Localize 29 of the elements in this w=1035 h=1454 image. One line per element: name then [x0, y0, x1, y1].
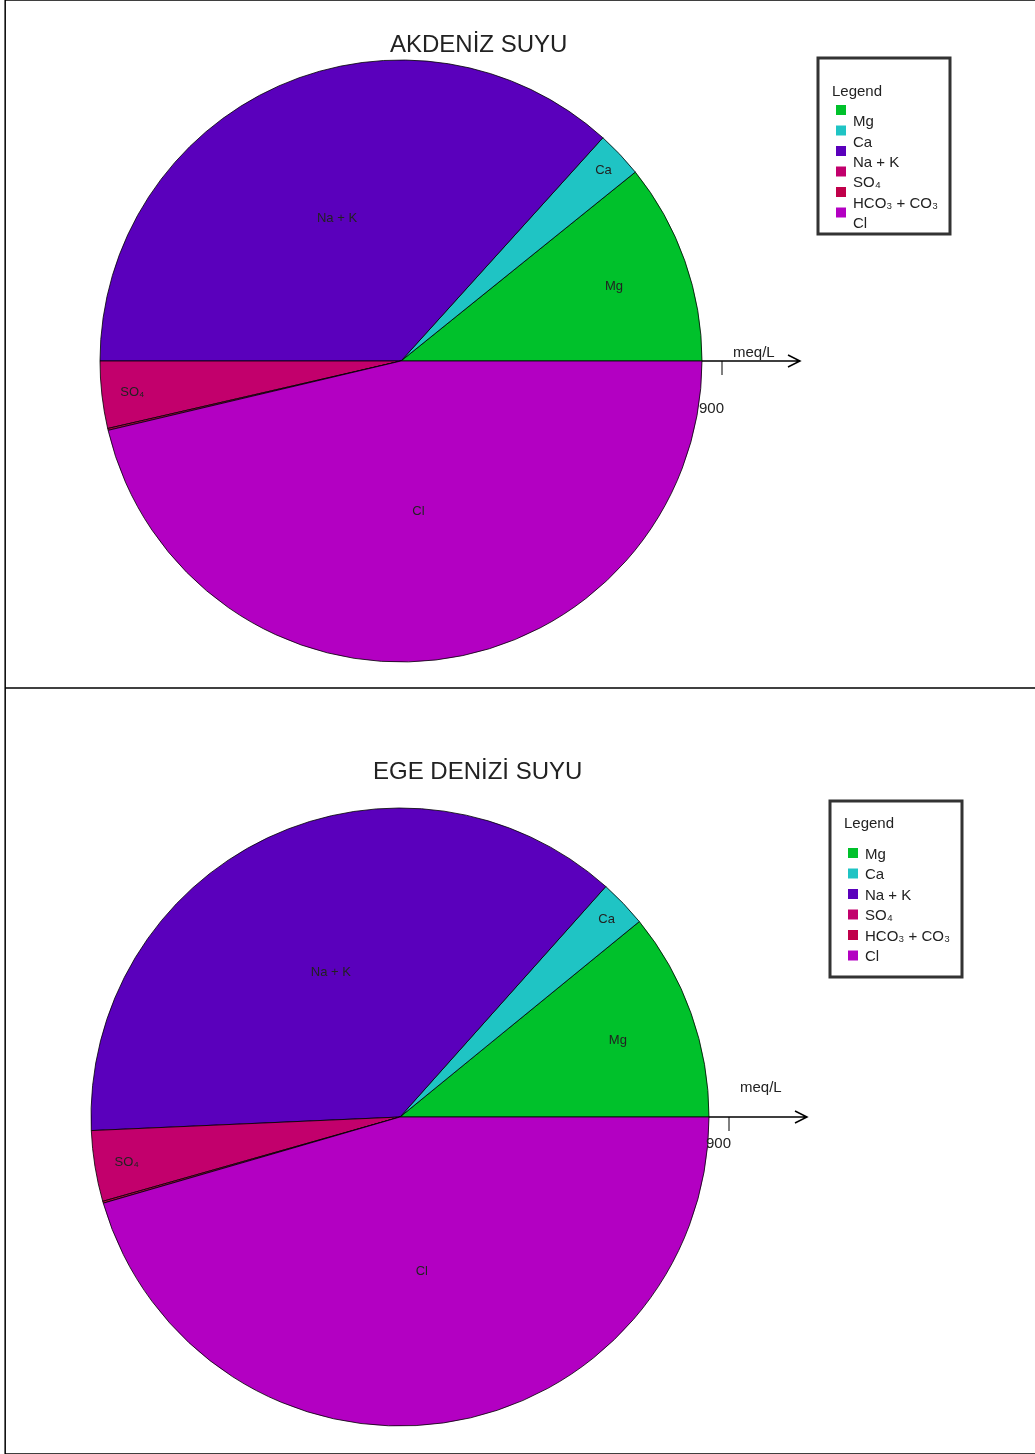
category-label: Ca — [853, 133, 873, 150]
legend-label: Mg — [853, 112, 874, 129]
slice-label: Mg — [608, 1031, 627, 1047]
text: meq/L — [733, 343, 775, 360]
legend-label: Cl — [853, 214, 868, 231]
legend-label: HCO₃ + CO₃ — [853, 194, 939, 211]
slice-label: Ca — [598, 911, 616, 927]
legend-title: Legend — [844, 814, 895, 831]
chart-title: EGE DENİZİ SUYU — [373, 757, 583, 784]
legend-label: Mg — [865, 845, 886, 862]
legend-label: Cl — [865, 947, 880, 964]
legend-title: Legend — [832, 82, 883, 99]
legend-label: Ca — [865, 865, 885, 882]
text: 900 — [699, 399, 725, 416]
legend-label: HCO₃ + CO₃ — [865, 927, 951, 944]
slice-label: Na + K — [316, 209, 358, 225]
slice-label: Mg — [604, 278, 623, 294]
legend-label: SO₄ — [865, 906, 893, 923]
slice-label: Cl — [412, 503, 425, 519]
text: meq/L — [740, 1078, 782, 1095]
slice-label: Cl — [415, 1263, 429, 1279]
legend-label: Na + K — [853, 153, 900, 170]
slice-label: Ca — [595, 161, 613, 177]
slice-label: SO₄ — [114, 1153, 139, 1169]
legend-label: SO₄ — [853, 173, 881, 190]
legend-label: Na + K — [865, 886, 912, 903]
slice-label: SO₄ — [120, 384, 145, 400]
slice-label: Na + K — [310, 964, 352, 980]
chart-title: AKDENİZ SUYU — [390, 30, 568, 57]
